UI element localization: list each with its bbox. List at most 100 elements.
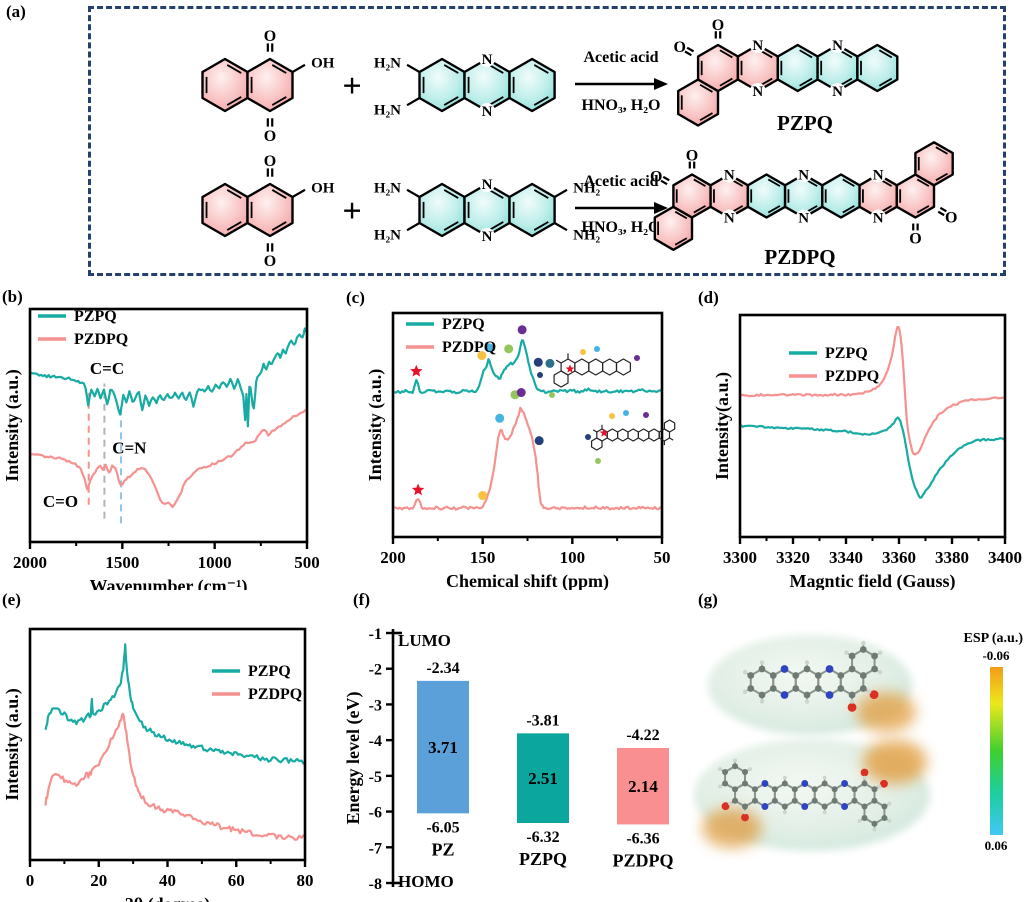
- panel-f-label: (f): [353, 590, 370, 609]
- carbon-atom: [742, 803, 748, 810]
- hydrogen-atom: [718, 784, 723, 789]
- svg-text:Intensity(a.u.): Intensity(a.u.): [712, 372, 733, 480]
- oh-label: OH: [311, 55, 335, 71]
- legend-label: PZPQ: [74, 308, 117, 325]
- hydrogen-atom: [733, 758, 737, 763]
- hydrogen-atom: [728, 801, 733, 806]
- hydrogen-atom: [887, 801, 892, 806]
- oxygen-atom: [860, 768, 869, 777]
- carbon-atom: [742, 769, 748, 775]
- lumo-value: -4.22: [626, 727, 659, 744]
- esp-surface-pzdpq: [694, 739, 930, 851]
- hydrogen-atom: [866, 689, 872, 694]
- svg-text:C=N: C=N: [112, 438, 147, 457]
- oxygen-atom: [847, 702, 857, 712]
- svg-text:0: 0: [26, 871, 35, 890]
- hydrogen-atom: [862, 775, 867, 780]
- hydrogen-atom: [759, 660, 765, 665]
- molecule-tetraaminophenazine: N N H₂N H₂N NH₂ NH₂: [374, 176, 601, 245]
- nitrogen-label: N: [482, 52, 493, 68]
- product-name-pzpq: PZPQ: [777, 111, 833, 135]
- hydrogen-atom: [861, 640, 866, 646]
- legend-label: PZDPQ: [825, 368, 879, 385]
- carbon-atom: [771, 786, 778, 793]
- molecule-pzdpq: N N N N N N O O O O: [650, 141, 957, 252]
- marker-dot: [517, 325, 527, 335]
- hydrogen-atom: [844, 650, 849, 655]
- carbon-atom: [871, 820, 878, 827]
- carbon-atom: [851, 786, 858, 793]
- svg-text:Intensity (a.u.): Intensity (a.u.): [2, 688, 23, 801]
- bar-name: PZ: [431, 839, 454, 859]
- esp-min-label: 0.06: [985, 838, 1008, 853]
- homo-value: -6.32: [526, 829, 559, 846]
- lumo-value: -2.34: [426, 660, 459, 677]
- panel-a-label: (a): [6, 2, 26, 21]
- condition-top: Acetic acid: [583, 173, 658, 190]
- marker-dot: [495, 413, 505, 423]
- nmr-inset-structure: [585, 410, 676, 464]
- oh-label: OH: [311, 180, 335, 196]
- hydrogen-atom: [877, 650, 883, 655]
- condition-bottom: HNO₃, H₂O: [582, 97, 661, 114]
- gap-value: 3.71: [428, 738, 458, 757]
- carbon-atom: [791, 786, 798, 793]
- carbon-atom: [851, 797, 858, 804]
- series-pzpq: [392, 339, 663, 395]
- nitrogen-label: N: [752, 84, 763, 100]
- carbon-atom: [881, 803, 888, 810]
- svg-text:-6: -6: [369, 805, 382, 822]
- carbon-atom: [747, 685, 755, 692]
- carbon-atom: [732, 763, 739, 770]
- carbon-atom: [814, 685, 822, 692]
- condition-bottom: HNO₃, H₂O: [582, 219, 661, 236]
- legend-label: PZDPQ: [442, 339, 496, 356]
- oxygen-label: O: [264, 253, 276, 270]
- oxygen-label: O: [264, 153, 276, 170]
- carbon-atom: [751, 797, 758, 804]
- oxygen-label: O: [650, 168, 662, 185]
- oxygen-atom: [880, 779, 888, 788]
- nitrogen-label: N: [482, 104, 493, 120]
- series-pzdpq: [392, 406, 663, 511]
- carbon-atom: [792, 685, 800, 692]
- carbon-atom: [769, 685, 777, 692]
- molecule-lawsone: O O OH: [201, 28, 335, 145]
- carbon-atom: [848, 652, 856, 660]
- oxygen-label: O: [909, 230, 921, 247]
- svg-text:3400: 3400: [988, 548, 1022, 567]
- carbon-atom: [871, 652, 878, 660]
- hydrogen-atom: [849, 699, 855, 704]
- svg-text:3360: 3360: [882, 548, 916, 567]
- svg-text:Wavenumber (cm⁻¹): Wavenumber (cm⁻¹): [89, 576, 247, 590]
- svg-text:Magntic field (Gauss): Magntic field (Gauss): [790, 571, 956, 590]
- carbon-atom: [811, 797, 818, 804]
- nitrogen-label: N: [752, 38, 763, 54]
- hydrogen-atom: [887, 818, 892, 823]
- condition-top: Acetic acid: [583, 49, 658, 66]
- marker-dot: [504, 344, 514, 354]
- legend-label: PZPQ: [248, 663, 291, 680]
- series-pzpq: [44, 643, 306, 765]
- molecule-pzpq: [553, 353, 631, 388]
- oxygen-label: O: [264, 128, 276, 145]
- panel-e-xrd-chart: 0 20 40 60 80 2θ (degree) Intensity (a.u.) PZPQ…: [2, 627, 314, 902]
- svg-text:-4: -4: [369, 733, 382, 750]
- nitrogen-label: N: [873, 168, 884, 184]
- svg-text:20: 20: [90, 871, 107, 890]
- nitrogen-label: N: [798, 211, 809, 227]
- homo-label: HOMO: [398, 872, 454, 891]
- panel-d-label: (d): [698, 288, 719, 307]
- panel-d-epr-chart: 3300 3320 3340 3360 3380 3400 Magntic field (G…: [712, 313, 1022, 590]
- svg-text:150: 150: [470, 548, 496, 567]
- carbon-atom: [811, 786, 818, 793]
- nitrogen-label: N: [482, 229, 493, 245]
- h2n-label: H₂N: [374, 55, 401, 71]
- svg-text:80: 80: [297, 871, 314, 890]
- carbon-atom: [859, 646, 867, 653]
- carbon-atom: [859, 685, 867, 692]
- carbon-atom: [742, 780, 748, 787]
- nitrogen-atom: [761, 803, 769, 810]
- panel-b-ftir-chart: C=C C=N C=O 2000 1500 1000 500 Wavenumber (cm⁻¹…: [2, 307, 320, 590]
